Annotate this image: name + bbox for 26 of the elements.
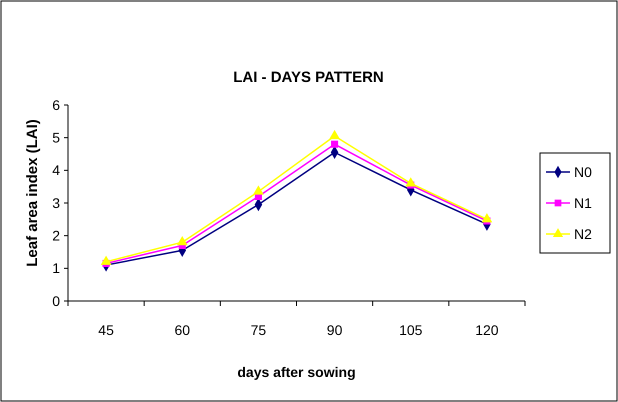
point [329, 130, 340, 140]
y-tick-label: 4 [52, 162, 60, 178]
x-tick-label: 105 [399, 322, 423, 338]
y-tick-label: 3 [52, 194, 60, 211]
chart-title: LAI - DAYS PATTERN [233, 69, 384, 86]
y-tick-label: 2 [52, 228, 60, 244]
x-tick-label: 90 [326, 322, 343, 338]
point [176, 236, 188, 246]
point [482, 213, 492, 222]
point [405, 177, 416, 186]
y-tick-label: 1 [52, 260, 60, 276]
y-tick-label: 5 [52, 130, 60, 146]
legend-label: N1 [574, 194, 592, 211]
x-axis-title: days after sowing [237, 364, 356, 380]
y-axis-title: Leaf area index (LAI) [24, 119, 41, 267]
point [100, 256, 112, 265]
legend-label: N2 [574, 226, 592, 242]
x-tick-label: 75 [250, 322, 266, 338]
x-tick-label: 120 [475, 322, 499, 338]
y-tick-label: 0 [52, 292, 60, 309]
x-tick-label: 45 [98, 322, 114, 338]
y-tick-label: 6 [52, 96, 60, 113]
point [331, 140, 338, 148]
x-tick-label: 60 [174, 322, 190, 338]
legend-label: N0 [574, 164, 592, 180]
point [253, 185, 264, 195]
